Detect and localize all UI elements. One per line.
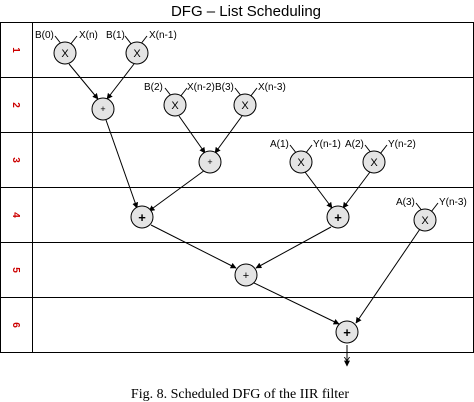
input-label-b3: B(3) (215, 82, 234, 93)
edges (68, 63, 421, 367)
edge-m7-a6 (355, 228, 421, 324)
edge-a1-a3 (105, 119, 139, 209)
input-label-xn: X(n) (79, 30, 98, 41)
multiply-node-4-symbol: X (241, 100, 249, 112)
multiply-node-1 (53, 41, 77, 65)
input-label-yn1: Y(n-1) (313, 139, 341, 150)
input-label-b0: B(0) (35, 30, 54, 41)
add-node-4-symbol: + (334, 210, 342, 225)
multiply-node-2-symbol: X (133, 48, 141, 60)
multiply-node-6-symbol: X (370, 157, 378, 169)
row-number-4: 4 (10, 212, 21, 218)
input-label-b2: B(2) (144, 82, 163, 93)
add-node-1-symbol: + (100, 104, 105, 114)
multiply-node-3-symbol: X (171, 100, 179, 112)
add-node-5-symbol: + (243, 270, 249, 282)
edge-a2-a3 (148, 169, 206, 212)
multiply-node-7-symbol: X (421, 215, 429, 227)
multiply-node-4 (233, 93, 257, 117)
edge-a5-a6 (251, 281, 340, 325)
add-node-6 (335, 320, 359, 344)
row-number-1: 1 (10, 47, 21, 53)
row-number-6: 6 (10, 322, 21, 328)
edge-m5-a4 (304, 171, 333, 209)
row-number-3: 3 (10, 157, 21, 163)
edge-m6-a4 (342, 171, 371, 209)
input-label-xn3: X(n-3) (258, 82, 286, 93)
row-number-5: 5 (10, 267, 21, 273)
edge-m3-a2 (178, 115, 206, 154)
edge-m4-a2 (214, 115, 243, 154)
add-node-3 (130, 205, 154, 229)
multiply-node-5 (289, 150, 313, 174)
edge-m2-a1 (106, 63, 135, 100)
add-nodes: + + + + + + (91, 97, 359, 344)
schedule-grid (0, 22, 474, 353)
add-node-5 (234, 263, 258, 287)
add-node-3-symbol: + (138, 210, 146, 225)
multiply-node-6 (362, 150, 386, 174)
add-node-4 (326, 205, 350, 229)
multiply-node-2 (125, 41, 149, 65)
input-label-a2: A(2) (345, 139, 364, 150)
input-label-a3: A(3) (396, 197, 415, 208)
edge-m1-a1 (68, 63, 99, 100)
edge-a4-a5 (255, 226, 332, 269)
multiply-node-1-symbol: X (61, 48, 69, 60)
multiply-node-7 (413, 208, 437, 232)
add-node-6-symbol: + (343, 325, 351, 340)
input-label-b1: B(1) (106, 30, 125, 41)
input-label-xn1: X(n-1) (149, 30, 177, 41)
add-node-2 (198, 150, 222, 174)
input-label-xn2: X(n-2) (187, 82, 215, 93)
input-label-yn3: Y(n-3) (439, 197, 467, 208)
multiply-nodes: X X X X X X X (53, 41, 437, 232)
input-label-yn2: Y(n-2) (388, 139, 416, 150)
output-label: Y (344, 356, 351, 367)
edge-a3-a5 (150, 224, 237, 269)
diagram-title: DFG – List Scheduling (171, 3, 321, 20)
add-node-2-symbol: + (207, 157, 212, 167)
input-ticks (54, 35, 439, 213)
input-label-a1: A(1) (270, 139, 289, 150)
row-number-2: 2 (10, 102, 21, 108)
multiply-node-5-symbol: X (297, 157, 305, 169)
multiply-node-3 (163, 93, 187, 117)
figure-caption: Fig. 8. Scheduled DFG of the IIR filter (131, 387, 349, 402)
add-node-1 (91, 97, 115, 121)
